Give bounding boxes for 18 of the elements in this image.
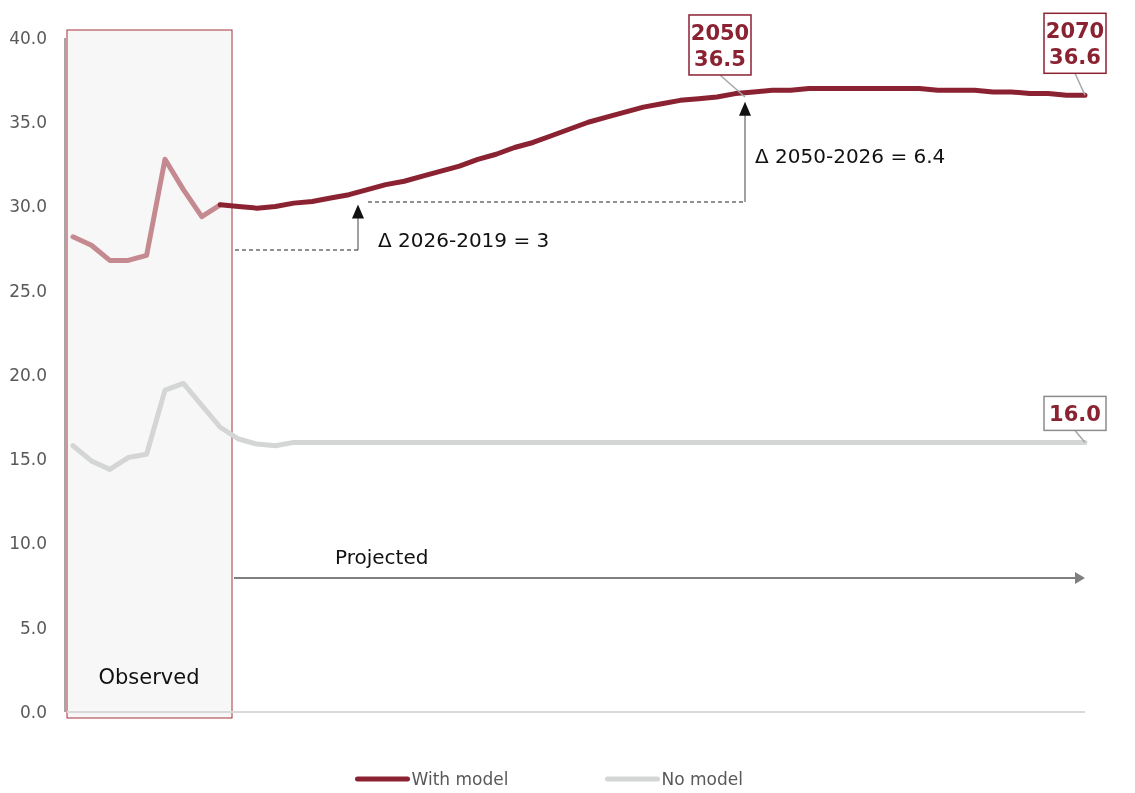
annotation: 16.0 bbox=[1049, 402, 1101, 427]
y-tick-label: 25.0 bbox=[9, 280, 47, 301]
y-tick-label: 5.0 bbox=[19, 617, 47, 638]
y-tick-label: 15.0 bbox=[9, 449, 47, 470]
y-tick-label: 35.0 bbox=[9, 112, 47, 133]
annotation: Projected bbox=[335, 545, 429, 569]
annotation: Δ 2050-2026 = 6.4 bbox=[755, 144, 946, 168]
legend-label: No model bbox=[661, 769, 743, 789]
y-tick-label: 20.0 bbox=[9, 364, 47, 385]
annotation: Δ 2026-2019 = 3 bbox=[378, 228, 550, 252]
annotation: 2050 36.5 bbox=[690, 20, 750, 71]
annotation: Observed bbox=[98, 665, 200, 689]
y-tick-label: 40.0 bbox=[9, 27, 47, 48]
y-tick-label: 10.0 bbox=[9, 533, 47, 554]
annotation: 2070 36.6 bbox=[1045, 19, 1105, 70]
y-tick-label: 0.0 bbox=[19, 701, 47, 722]
y-tick-label: 30.0 bbox=[9, 196, 47, 217]
legend-label: With model bbox=[411, 769, 509, 789]
